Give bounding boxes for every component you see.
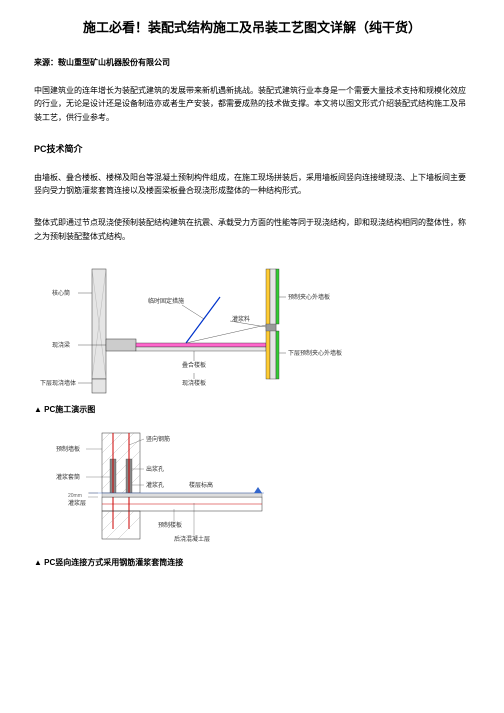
label-thickness: 20mm: [68, 493, 82, 499]
intro-paragraph: 中国建筑业的连年增长为装配式建筑的发展带来新机遇新挑战。装配式建筑行业本身是一个…: [34, 84, 470, 125]
paragraph-1: 由墙板、叠合楼板、楼梯及阳台等混凝土预制构件组成，在施工现场拼装后，采用墙板间竖…: [34, 171, 470, 198]
label-grout-hole: 出浆孔: [146, 465, 164, 473]
label-grout-in: 灌浆孔: [146, 481, 164, 489]
label-cast-beam: 现浇梁: [52, 341, 70, 349]
diagram-1: 核心筒 现浇梁 下层现浇墙体 临时固定措施 灌浆料 叠合楼板 现浇楼板 预制夹心…: [34, 261, 470, 396]
label-floor-level: 楼层标高: [189, 481, 213, 489]
tech-section-header: PC技术简介: [34, 142, 470, 156]
label-grout-layer: 灌浆层: [68, 499, 86, 507]
label-sleeve: 灌浆套筒: [56, 473, 80, 481]
source-prefix: 来源：: [34, 58, 58, 67]
diagram-2: 20mm 预制墙板 竖向钢筋 灌浆套筒 出浆孔 灌浆孔 楼层标高 灌浆层 预制楼…: [34, 429, 470, 549]
label-temp-support: 临时固定措施: [148, 297, 184, 305]
label-prefab-slab: 预制楼板: [158, 521, 182, 529]
label-lower-cast: 下层现浇墙体: [40, 379, 76, 387]
label-lower-outer: 下层预制夹心外墙板: [288, 349, 342, 357]
paragraph-2: 整体式即通过节点现浇使预制装配结构建筑在抗震、承载受力方面的性能等同于现浇结构，…: [34, 216, 470, 243]
page-title: 施工必看！装配式结构施工及吊装工艺图文详解（纯干货）: [34, 18, 470, 39]
label-core: 核心筒: [52, 289, 70, 297]
label-vert-rebar: 竖向钢筋: [146, 435, 170, 443]
label-cast-slab: 现浇楼板: [182, 379, 206, 387]
label-composite: 叠合楼板: [182, 361, 206, 369]
label-cast-concrete: 后浇混凝土层: [174, 535, 210, 543]
label-outer-wall: 预制夹心外墙板: [288, 293, 330, 301]
caption-1: ▲ PC施工演示图: [34, 404, 470, 417]
source-name: 鞍山重型矿山机器股份有限公司: [58, 58, 170, 67]
source-line: 来源：鞍山重型矿山机器股份有限公司: [34, 57, 470, 70]
label-prefab-wall: 预制墙板: [56, 445, 80, 453]
label-grout: 灌浆料: [232, 315, 250, 323]
caption-2: ▲ PC竖向连接方式采用钢筋灌浆套筒连接: [34, 557, 470, 570]
